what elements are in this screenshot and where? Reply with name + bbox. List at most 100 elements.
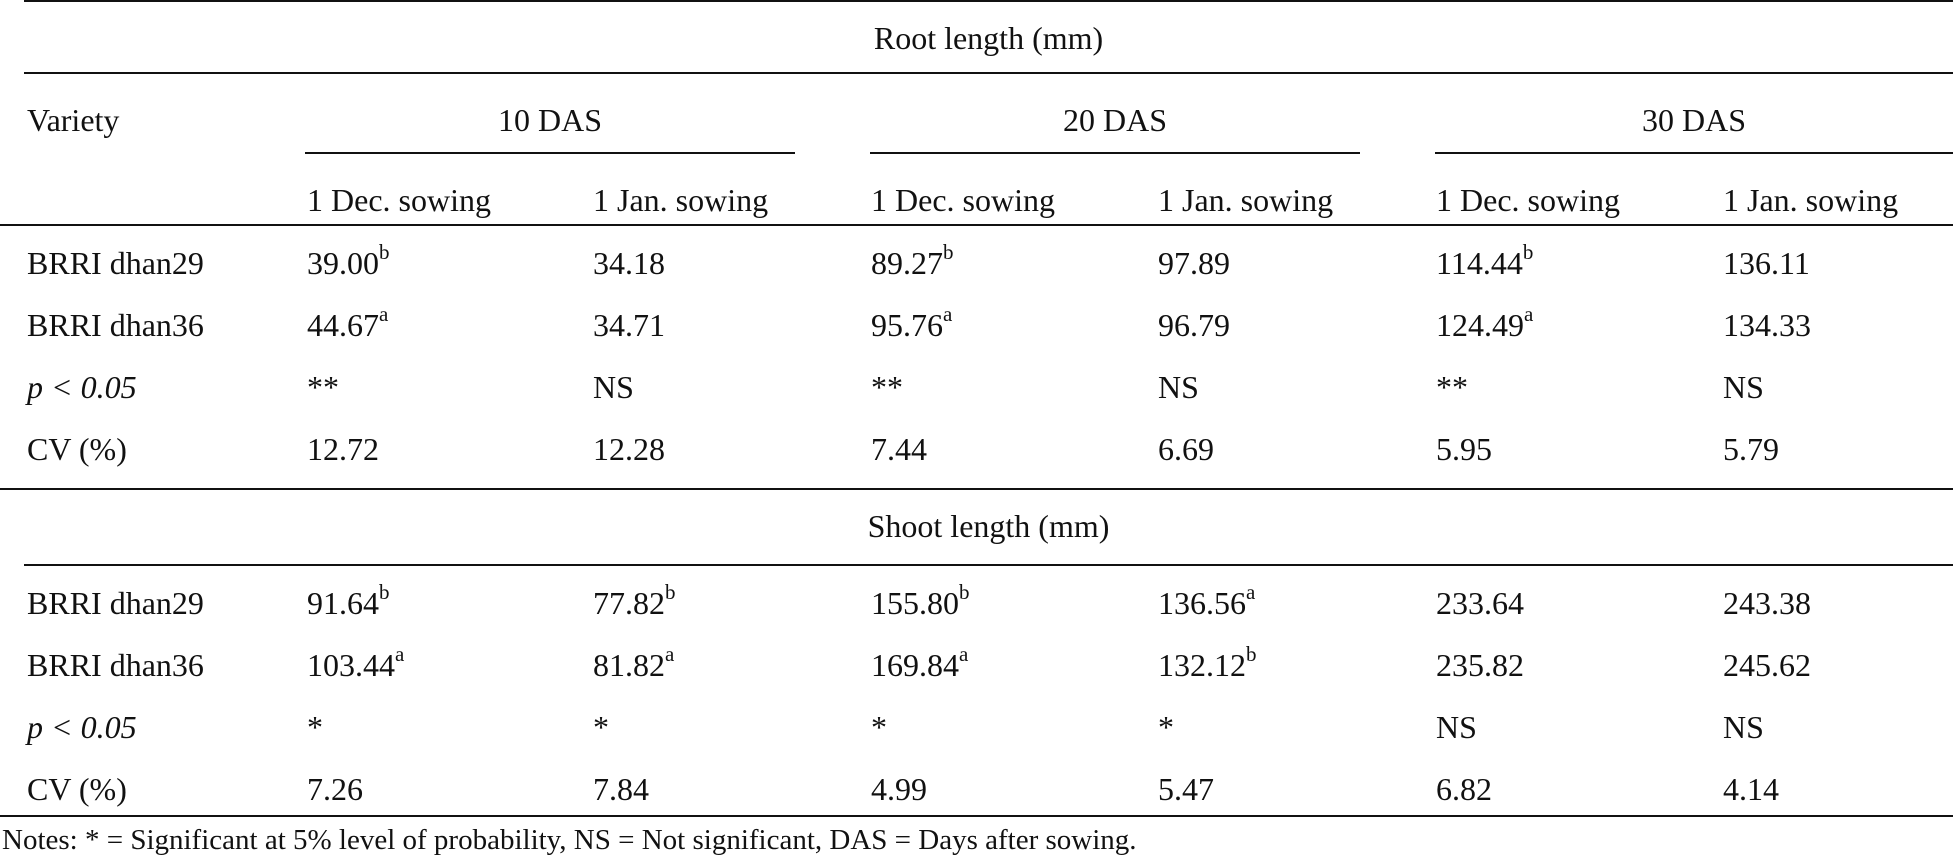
shoot-value-cell: 169.84a: [871, 644, 968, 683]
shoot-value-cell: 245.62: [1723, 647, 1811, 683]
root-value-cell: NS: [1723, 369, 1764, 405]
group-underline-20das: [870, 152, 1360, 154]
significance-letter: b: [1246, 642, 1257, 667]
cell-value: 134.33: [1723, 307, 1811, 343]
shoot-value-cell: 233.64: [1436, 585, 1524, 621]
shoot-value-cell: *: [307, 709, 323, 745]
cell-value: 34.71: [593, 307, 665, 343]
cell-value: 97.89: [1158, 245, 1230, 281]
cell-value: *: [307, 709, 323, 745]
root-value-cell: 44.67a: [307, 304, 388, 343]
significance-letter: a: [395, 642, 405, 667]
row-label: p < 0.05: [27, 369, 137, 405]
cell-value: *: [1158, 709, 1174, 745]
shoot-value-cell: NS: [1723, 709, 1764, 745]
header-bottom-rule: [0, 224, 1953, 226]
root-value-cell: 134.33: [1723, 307, 1811, 343]
root-value-cell: 96.79: [1158, 307, 1230, 343]
cell-value: 155.80: [871, 585, 959, 621]
root-value-cell: 5.79: [1723, 431, 1779, 467]
cell-value: 7.84: [593, 771, 649, 807]
table-bottom-rule: [0, 815, 1953, 817]
cell-value: 169.84: [871, 647, 959, 683]
cell-value: NS: [593, 369, 634, 405]
shoot-value-cell: 91.64b: [307, 582, 390, 621]
shoot-value-cell: 7.84: [593, 771, 649, 807]
root-value-cell: 89.27b: [871, 242, 954, 281]
cell-value: 12.28: [593, 431, 665, 467]
sowing-header: 1 Jan. sowing: [1723, 182, 1899, 218]
shoot-value-cell: *: [593, 709, 609, 745]
significance-letter: a: [665, 642, 675, 667]
root-value-cell: 34.71: [593, 307, 665, 343]
root-bottom-rule: [0, 488, 1953, 490]
significance-letter: b: [379, 580, 390, 605]
cell-value: 34.18: [593, 245, 665, 281]
root-value-cell: 7.44: [871, 431, 927, 467]
cell-value: 91.64: [307, 585, 379, 621]
cell-value: 114.44: [1436, 245, 1523, 281]
root-value-cell: NS: [593, 369, 634, 405]
cell-value: 95.76: [871, 307, 943, 343]
cell-value: 243.38: [1723, 585, 1811, 621]
sowing-header: 1 Jan. sowing: [593, 182, 769, 218]
cell-value: 136.11: [1723, 245, 1810, 281]
shoot-value-cell: 7.26: [307, 771, 363, 807]
root-section-title: Root length (mm): [873, 20, 1104, 56]
row-label: BRRI dhan36: [27, 307, 204, 343]
cell-value: *: [593, 709, 609, 745]
cell-value: NS: [1158, 369, 1199, 405]
shoot-value-cell: 77.82b: [593, 582, 676, 621]
cell-value: 96.79: [1158, 307, 1230, 343]
cell-value: **: [1436, 369, 1468, 405]
row-label: CV (%): [27, 431, 127, 467]
shoot-value-cell: *: [1158, 709, 1174, 745]
row-label: CV (%): [27, 771, 127, 807]
root-value-cell: 95.76a: [871, 304, 952, 343]
shoot-value-cell: 4.99: [871, 771, 927, 807]
shoot-value-cell: 5.47: [1158, 771, 1214, 807]
sowing-header: 1 Dec. sowing: [871, 182, 1055, 218]
cell-value: 235.82: [1436, 647, 1524, 683]
shoot-value-cell: 132.12b: [1158, 644, 1257, 683]
cell-value: 39.00: [307, 245, 379, 281]
row-label: BRRI dhan36: [27, 647, 204, 683]
das-group-10: 10 DAS: [497, 102, 602, 138]
cell-value: 103.44: [307, 647, 395, 683]
root-value-cell: 136.11: [1723, 245, 1810, 281]
das-group-30: 30 DAS: [1641, 102, 1746, 138]
cell-value: 6.69: [1158, 431, 1214, 467]
group-underline-30das: [1435, 152, 1953, 154]
root-value-cell: 12.28: [593, 431, 665, 467]
shoot-value-cell: 103.44a: [307, 644, 404, 683]
significance-letter: b: [665, 580, 676, 605]
significance-letter: b: [1522, 240, 1534, 265]
row-label: BRRI dhan29: [27, 245, 204, 281]
shoot-value-cell: 81.82a: [593, 644, 674, 683]
root-value-cell: 114.44b: [1436, 242, 1533, 281]
shoot-value-cell: 136.56a: [1158, 582, 1255, 621]
significance-letter: a: [959, 642, 969, 667]
root-value-cell: 6.69: [1158, 431, 1214, 467]
table-notes: Notes: * = Significant at 5% level of pr…: [2, 824, 1137, 856]
significance-letter: b: [959, 580, 970, 605]
cell-value: 5.79: [1723, 431, 1779, 467]
root-value-cell: NS: [1158, 369, 1199, 405]
shoot-section-title: Shoot length (mm): [867, 508, 1110, 544]
das-group-20: 20 DAS: [1062, 102, 1167, 138]
row-label: p < 0.05: [27, 709, 137, 745]
top-rule: [24, 0, 1953, 2]
shoot-header-rule: [24, 564, 1953, 566]
variety-header: Variety: [27, 102, 120, 138]
cell-value: 77.82: [593, 585, 665, 621]
root-value-cell: **: [307, 369, 339, 405]
root-value-cell: **: [1436, 369, 1468, 405]
cell-value: 4.14: [1723, 771, 1779, 807]
significance-letter: a: [1524, 302, 1534, 327]
cell-value: 233.64: [1436, 585, 1524, 621]
sowing-header: 1 Jan. sowing: [1158, 182, 1334, 218]
cell-value: 44.67: [307, 307, 379, 343]
cell-value: 7.26: [307, 771, 363, 807]
cell-value: 4.99: [871, 771, 927, 807]
